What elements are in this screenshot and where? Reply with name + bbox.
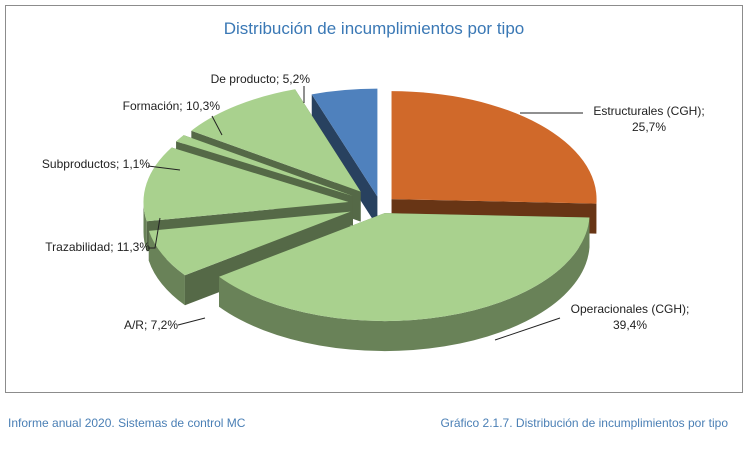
footer-right: Gráfico 2.1.7. Distribución de incumplim… [440,416,728,430]
slice-side [143,202,147,252]
data-label: Formación; 10,3% [122,99,220,113]
slice-wall [311,94,378,227]
slice [143,147,349,222]
leader-line [147,165,181,171]
slice-side [219,217,590,352]
slice [391,91,597,204]
slice [219,213,590,322]
footer-left: Informe anual 2020. Sistemas de control … [8,416,246,430]
data-label: Subproductos; 1,1% [41,157,150,171]
slice [191,89,361,192]
leader-line [211,115,223,136]
data-label: Operacionales (CGH); 39,4% [570,302,690,332]
chart-title: Distribución de incumplimientos por tipo [224,19,524,38]
leader-line [148,217,161,249]
slice [176,135,353,196]
chart: Distribución de incumplimientos por tipo [143,19,597,352]
leader-line [177,317,206,326]
data-label: Estructurales (CGH); 25,7% [593,104,705,134]
slice-side [148,230,185,306]
data-label: Trazabilidad; 11,3% [45,240,150,254]
slice [311,88,378,197]
slice [148,211,351,276]
chart-frame [5,5,743,393]
leader-line [494,317,561,341]
data-label: A/R; 7,2% [123,318,178,332]
data-label: De producto; 5,2% [210,72,310,86]
